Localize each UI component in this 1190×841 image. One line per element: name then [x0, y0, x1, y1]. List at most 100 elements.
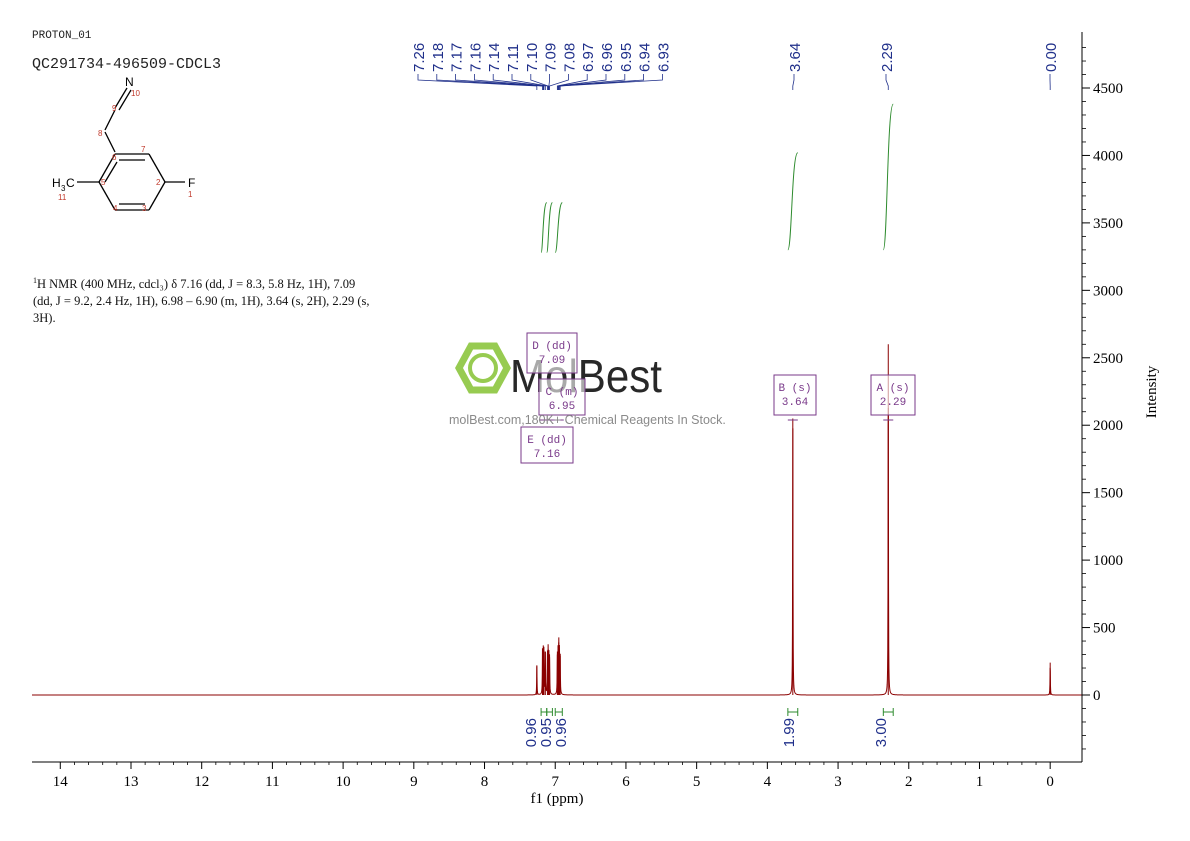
multiplet-box [526, 332, 578, 374]
integral-curve [787, 152, 799, 251]
molbest-logo-icon [455, 342, 511, 394]
multiplet-value: 7.09 [539, 355, 565, 367]
sample-code: QC291734-496509-CDCL3 [32, 56, 222, 73]
multiplet-box [520, 426, 574, 464]
multiplet-value: 7.16 [534, 449, 560, 461]
x-tick-label: 12 [194, 774, 209, 790]
peak-label: 0.00 [1043, 43, 1060, 72]
x-tick-label: 11 [265, 774, 279, 790]
multiplet-value: 3.64 [782, 397, 809, 409]
multiplet-box [538, 378, 586, 416]
x-tick-label: 9 [410, 774, 418, 790]
peak-label-connector [530, 74, 549, 90]
y-tick-label: 1000 [1093, 553, 1123, 569]
nmr-summary: 1H NMR (400 MHz, cdcl₃) δ 7.16 (dd, J = … [33, 272, 418, 327]
integral-value: 0.95 [538, 718, 555, 747]
molbest-logo-ring [468, 353, 498, 383]
peak-label-connector [556, 74, 588, 90]
multiplet-label: D (dd) [532, 341, 572, 353]
multiplet-value: 6.95 [549, 401, 575, 413]
y-tick-label: 3500 [1093, 216, 1123, 232]
y-tick-label: 2000 [1093, 418, 1123, 434]
peak-label: 6.97 [580, 43, 597, 72]
peak-label-connector [559, 74, 663, 90]
multiplet-box [870, 374, 916, 416]
peak-label: 7.11 [505, 44, 522, 72]
peak-label: 6.96 [599, 43, 616, 72]
atom-number-7: 7 [141, 145, 146, 154]
peak-label: 6.95 [618, 43, 635, 72]
x-tick-label: 13 [123, 774, 138, 790]
multiplet-label: A (s) [876, 383, 909, 395]
integral-value: 0.96 [553, 718, 570, 747]
nmr-summary-line-1: 1H NMR (400 MHz, cdcl₃) δ 7.16 (dd, J = … [33, 272, 418, 293]
peak-label: 7.10 [524, 43, 541, 72]
peak-label: 7.14 [486, 43, 503, 72]
nmr-summary-superscript: 1 [33, 276, 37, 285]
atom-number-1: 1 [188, 190, 193, 199]
integral-value: 0.96 [523, 718, 540, 747]
peak-label-connector [549, 74, 569, 90]
atom-f-label: F [188, 176, 195, 190]
peak-label-connector [557, 74, 607, 90]
peak-label-connector [474, 74, 545, 90]
peak-label: 7.16 [467, 43, 484, 72]
molecule-structure: N F H 3 C 10 9 8 7 6 5 4 3 2 1 11 [52, 75, 195, 213]
integral-value: 3.00 [873, 718, 890, 747]
atom-number-6: 6 [112, 153, 117, 162]
multiplet-value: 2.29 [880, 397, 906, 409]
peak-label: 7.18 [430, 43, 447, 72]
x-tick-label: 2 [905, 774, 913, 790]
integral-curve [882, 103, 894, 251]
peak-label: 7.26 [411, 43, 428, 72]
sample-id: PROTON_01 [32, 30, 92, 42]
peak-label: 6.94 [637, 43, 654, 72]
peak-label: 7.08 [561, 43, 578, 72]
atom-number-5: 5 [101, 178, 106, 187]
atom-n-label: N [125, 75, 134, 89]
y-tick-label: 2500 [1093, 351, 1123, 367]
x-tick-label: 7 [551, 774, 559, 790]
atom-number-3: 3 [142, 204, 147, 213]
x-tick-label: 0 [1046, 774, 1054, 790]
x-tick-label: 4 [764, 774, 772, 790]
molecule-bonds [77, 87, 185, 211]
multiplet-label: C (m) [545, 387, 578, 399]
atom-number-9: 9 [112, 104, 117, 113]
y-tick-label: 500 [1093, 621, 1116, 637]
atom-number-2: 2 [156, 178, 161, 187]
peak-label: 2.29 [879, 43, 896, 72]
methyl-h-label: H [52, 176, 61, 190]
integral-curve [546, 202, 553, 254]
y-tick-label: 4000 [1093, 148, 1123, 164]
y-tick-label: 1500 [1093, 486, 1123, 502]
nmr-summary-line-1-text: H NMR (400 MHz, cdcl₃) δ 7.16 (dd, J = 8… [37, 277, 356, 292]
watermark-url: molBest.com,180K+ Chemical Reagents In S… [449, 413, 726, 427]
atom-number-11: 11 [58, 193, 67, 202]
integral-curve [554, 202, 563, 254]
multiplet-label: B (s) [778, 383, 811, 395]
peak-label: 3.64 [787, 43, 804, 72]
peak-label-connector [558, 74, 626, 90]
peak-label-connector [417, 74, 538, 90]
multiplet-box [773, 374, 817, 416]
x-tick-label: 1 [976, 774, 984, 790]
peak-label-connector [455, 74, 544, 90]
nmr-summary-line-2: (dd, J = 9.2, 2.4 Hz, 1H), 6.98 – 6.90 (… [33, 294, 370, 309]
x-tick-label: 8 [481, 774, 489, 790]
peak-label-connector [436, 74, 543, 90]
integral-value: 1.99 [781, 718, 798, 747]
x-tick-label: 3 [834, 774, 842, 790]
y-tick-label: 4500 [1093, 81, 1123, 97]
atom-number-8: 8 [98, 129, 103, 138]
multiplet-label: E (dd) [527, 435, 567, 447]
nmr-summary-line-3: 3H). [33, 311, 56, 326]
peak-label-connector [792, 74, 795, 90]
x-tick-label: 10 [336, 774, 351, 790]
atom-number-10: 10 [131, 89, 140, 98]
y-axis-label: Intensity [1144, 365, 1160, 418]
peak-label: 7.17 [449, 43, 466, 72]
atom-number-4: 4 [113, 204, 118, 213]
peak-label-connector [548, 74, 550, 90]
